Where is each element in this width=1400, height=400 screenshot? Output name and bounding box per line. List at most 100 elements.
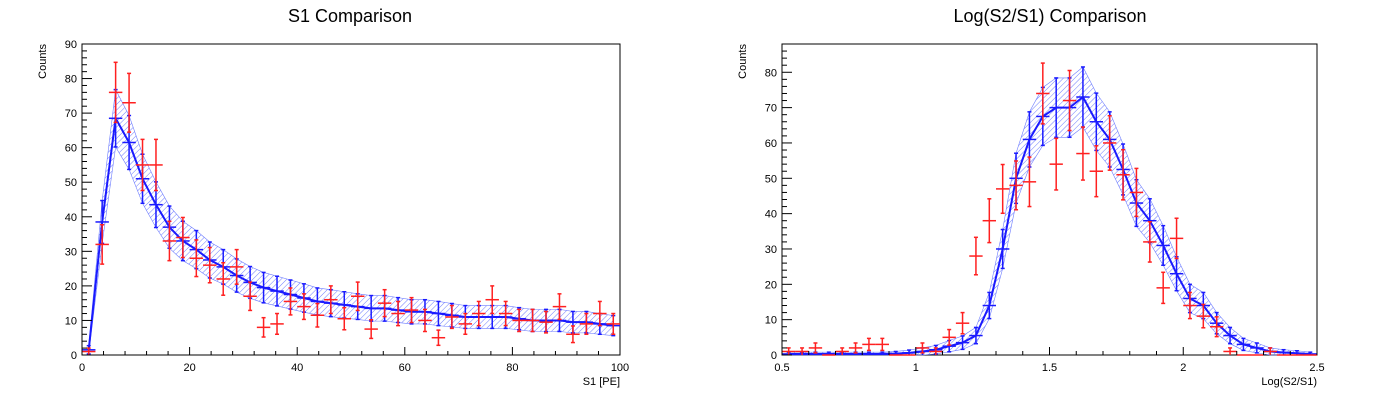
logs2s1-comparison-panel: Log(S2/S1) Comparison 0.5 1 1.5 2 2.5 0 10 20 30… (700, 0, 1400, 400)
data-point (404, 296, 419, 324)
chart-title: Log(S2/S1) Comparison (953, 6, 1147, 26)
data-point (1049, 137, 1063, 191)
y-axis-label: Counts (37, 44, 49, 79)
mc-point (431, 300, 446, 327)
data-point (875, 337, 889, 352)
data-point (929, 347, 943, 355)
s1-comparison-chart: 0 20 40 60 80 100 0 10 20 30 40 50 60 70 80 90 S1 [PE] Co… (37, 39, 629, 388)
mc-point (364, 294, 378, 322)
data-point (203, 246, 217, 284)
chart-title: S1 Comparison (287, 6, 413, 26)
data-point (579, 312, 594, 336)
data-point (324, 285, 338, 315)
y-tick-label: 0 (71, 350, 77, 362)
mc-uncertainty-band (788, 66, 1311, 356)
y-tick-label: 70 (765, 103, 777, 115)
data-point (1009, 160, 1023, 211)
data-point (377, 288, 392, 318)
x-tick-label: 80 (506, 362, 518, 374)
y-tick-label: 70 (65, 108, 77, 120)
y-tick-label: 30 (65, 246, 77, 258)
data-point (283, 287, 298, 316)
mc-point (270, 275, 284, 307)
mc-point (955, 335, 970, 351)
data-point (539, 310, 553, 334)
data-point (1263, 347, 1277, 355)
data-point (525, 308, 540, 333)
data-point (1143, 221, 1157, 263)
data-point (955, 311, 970, 335)
mc-point (862, 351, 876, 355)
data-point (1156, 271, 1170, 305)
mc-point (902, 349, 916, 355)
data-point (1169, 217, 1184, 260)
data-point (149, 138, 163, 192)
data-point (552, 293, 567, 321)
data-point (1129, 167, 1144, 218)
data-point (835, 347, 849, 355)
data-point (108, 61, 123, 124)
data-point (969, 236, 983, 276)
logs2s1-comparison-chart: 0.5 1 1.5 2 2.5 0 10 20 30 40 50 60 70 80 Log(S2/S1) Co… (737, 43, 1325, 388)
data-point (243, 281, 257, 312)
x-axis-label: S1 [PE] (583, 376, 620, 388)
data-point (418, 308, 432, 333)
data-point (297, 293, 311, 321)
data-point (189, 239, 204, 278)
x-tick-label: 100 (611, 362, 629, 374)
data-point (512, 308, 526, 333)
y-tick-label: 10 (65, 315, 77, 327)
y-tick-label: 50 (65, 177, 77, 189)
y-axis-label: Counts (737, 44, 749, 79)
mc-uncertainty-band (88, 88, 614, 354)
x-tick-label: 2.5 (1309, 362, 1324, 374)
s1-comparison-panel: S1 Comparison 0 20 40 60 80 100 0 10 20 30 40 50 60 7… (37, 6, 629, 388)
data-point (1062, 69, 1077, 132)
x-tick-label: 40 (291, 362, 303, 374)
data-point (458, 312, 473, 336)
data-point (1223, 347, 1237, 355)
data-point (1210, 316, 1224, 338)
data-point (795, 347, 809, 355)
data-point (485, 285, 499, 315)
mc-point (1156, 224, 1170, 266)
mc-point (1223, 326, 1237, 345)
mc-point (1049, 77, 1063, 139)
plot-frame (81, 43, 621, 356)
x-tick-label: 1 (913, 362, 919, 374)
data-point (431, 329, 446, 347)
data-point (176, 216, 190, 259)
x-axis-label: Log(S2/S1) (1261, 376, 1317, 388)
mc-point (969, 326, 983, 345)
data-point (122, 72, 136, 133)
y-tick-label: 50 (765, 173, 777, 185)
data-point (337, 306, 351, 331)
mc-point (875, 351, 889, 355)
y-tick-label: 80 (65, 74, 77, 86)
data-point (996, 163, 1010, 215)
data-point (95, 223, 109, 265)
y-tick-label: 20 (765, 279, 777, 291)
y-tick-label: 60 (65, 143, 77, 155)
data-point (915, 342, 930, 354)
y-tick-label: 40 (765, 209, 777, 221)
data-point (848, 342, 863, 354)
data-point (256, 316, 271, 338)
y-tick-label: 10 (765, 315, 777, 327)
mc-point (1169, 256, 1184, 292)
data-point (216, 261, 230, 296)
x-tick-label: 1.5 (1042, 362, 1057, 374)
y-tick-label: 0 (771, 350, 777, 362)
data-point (1183, 291, 1197, 320)
data-point (445, 304, 459, 330)
x-tick-label: 20 (183, 362, 195, 374)
y-tick-label: 20 (65, 281, 77, 293)
data-point (351, 281, 365, 312)
data-point (808, 342, 823, 354)
data-point (862, 337, 876, 352)
data-point (391, 300, 405, 327)
data-point (82, 347, 96, 355)
x-tick-label: 0.5 (774, 362, 789, 374)
data-point (270, 312, 284, 336)
mc-point (256, 271, 271, 304)
